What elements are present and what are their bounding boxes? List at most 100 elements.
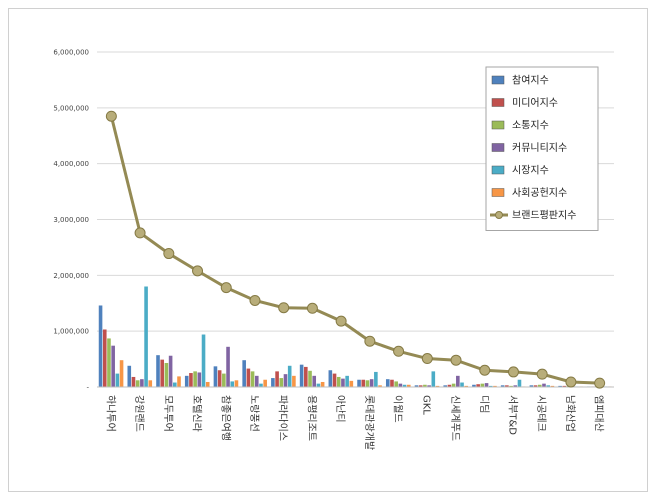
bar-미디어지수-1: [102, 329, 107, 387]
point-브랜드평판지수-3: [163, 248, 175, 260]
bar-미디어지수-13: [447, 384, 452, 387]
bar-미디어지수-6: [246, 368, 251, 387]
legend-swatch-사회공헌지수: [491, 188, 505, 197]
bar-커뮤니티지수-6: [254, 375, 259, 387]
x-tick-label: 노랑풍선: [248, 395, 260, 432]
x-tick-label: GKL: [420, 395, 431, 415]
bar-커뮤니티지수-8: [312, 375, 317, 387]
point-브랜드평판지수-8: [306, 302, 318, 314]
point-브랜드평판지수-5: [220, 282, 232, 294]
bar-사회공헌지수-5: [234, 380, 239, 387]
bar-시장지수-5: [230, 381, 235, 387]
bar-커뮤니티지수-5: [226, 346, 230, 387]
y-tick-label: 1,000,000: [53, 328, 89, 336]
bar-사회공헌지수-3: [177, 376, 181, 387]
bar-참여지수-6: [242, 360, 246, 387]
point-브랜드평판지수-6: [249, 294, 261, 306]
point-브랜드평판지수-4: [192, 265, 204, 277]
bar-참여지수-15: [500, 385, 505, 387]
bar-참여지수-10: [357, 379, 361, 387]
point-브랜드평판지수-16: [536, 368, 548, 380]
x-tick-label: 롯데관광개발: [363, 395, 375, 450]
bar-소통지수-13: [451, 383, 456, 387]
bar-커뮤니티지수-4: [197, 372, 202, 387]
legend-box: [485, 66, 599, 231]
bar-소통지수-2: [135, 380, 140, 387]
line-series: [105, 110, 606, 389]
bar-사회공헌지수-9: [349, 380, 354, 387]
bar-미디어지수-7: [275, 371, 279, 387]
point-브랜드평판지수-15: [507, 366, 519, 378]
bar-미디어지수-10: [361, 379, 366, 387]
legend-swatch-커뮤니티지수: [491, 143, 505, 152]
legend-label-참여지수: 참여지수: [512, 75, 549, 87]
bar-사회공헌지수-16: [550, 385, 555, 387]
x-tick-label: 모두투어: [162, 395, 174, 432]
x-tick-label: 디딤: [478, 395, 490, 413]
y-tick-label: 5,000,000: [53, 104, 89, 112]
legend-label-커뮤니티지수: 커뮤니티지수: [512, 142, 567, 154]
bar-시장지수-4: [201, 334, 206, 387]
bar-참여지수-12: [414, 385, 419, 387]
bar-시장지수-9: [345, 375, 349, 387]
bar-사회공헌지수-2: [148, 380, 153, 387]
bar-소통지수-5: [222, 373, 226, 387]
x-tick-label: 하나투어: [104, 395, 117, 432]
x-tick-label: 엠피대산: [593, 395, 605, 432]
bar-커뮤니티지수-10: [369, 379, 374, 387]
bar-시장지수-14: [488, 385, 493, 387]
bar-커뮤니티지수-2: [140, 379, 144, 387]
bar-참여지수-1: [98, 305, 103, 387]
y-tick-label: 4,000,000: [53, 160, 89, 168]
x-tick-label: 이월드: [392, 395, 404, 423]
bar-미디어지수-4: [189, 373, 193, 387]
bar-커뮤니티지수-11: [398, 383, 403, 387]
y-tick-label: 6,000,000: [53, 49, 89, 57]
bar-커뮤니티지수-1: [111, 345, 115, 387]
bar-미디어지수-14: [476, 384, 480, 387]
bar-참여지수-9: [328, 370, 333, 387]
point-브랜드평판지수-11: [393, 345, 405, 357]
bar-소통지수-9: [336, 376, 341, 387]
bar-시장지수-8: [316, 383, 321, 387]
bar-시장지수-15: [517, 379, 522, 387]
bar-참여지수-11: [385, 379, 390, 387]
x-tick-label: 남화산업: [564, 395, 577, 432]
point-브랜드평판지수-7: [278, 302, 290, 314]
point-브랜드평판지수-12: [421, 353, 433, 365]
bar-참여지수-7: [271, 378, 275, 387]
bar-커뮤니티지수-12: [427, 385, 431, 387]
x-tick-label: 신세계푸드: [449, 395, 461, 441]
bar-시장지수-2: [144, 286, 148, 387]
bar-사회공헌지수-8: [320, 381, 325, 387]
bar-사회공헌지수-13: [464, 385, 469, 387]
point-브랜드평판지수-2: [134, 227, 146, 239]
bar-미디어지수-15: [505, 385, 509, 387]
gridlines: [97, 51, 614, 332]
x-tick-label: 강원랜드: [133, 395, 145, 432]
bar-참여지수-14: [472, 384, 476, 387]
x-tick-label: 호텔신라: [191, 395, 203, 432]
point-브랜드평판지수-1: [105, 110, 117, 122]
bar-미디어지수-5: [217, 370, 222, 387]
bars: [98, 286, 612, 388]
legend-swatch-참여지수: [491, 75, 505, 85]
bar-사회공헌지수-12: [435, 385, 440, 387]
bar-시장지수-3: [173, 382, 177, 387]
bar-사회공헌지수-7: [292, 375, 296, 387]
legend-swatch-미디어지수: [491, 98, 505, 107]
legend-swatch-marker: [495, 211, 503, 219]
chart-frame: - 1,000,000 2,000,000 3,000,000 4,000,000 5,0…: [8, 8, 648, 492]
bar-커뮤니티지수-16: [542, 383, 546, 387]
bar-시장지수-13: [460, 382, 464, 387]
bar-커뮤니티지수-14: [484, 383, 489, 387]
bar-소통지수-12: [423, 384, 427, 387]
bar-참여지수-2: [127, 365, 132, 387]
legend-swatch-소통지수: [491, 120, 505, 130]
bar-미디어지수-11: [390, 379, 394, 387]
bar-사회공헌지수-10: [378, 385, 382, 387]
x-tick-label: 시공테크: [535, 395, 547, 432]
bar-시장지수-6: [259, 383, 263, 387]
bar-사회공헌지수-11: [406, 384, 411, 387]
